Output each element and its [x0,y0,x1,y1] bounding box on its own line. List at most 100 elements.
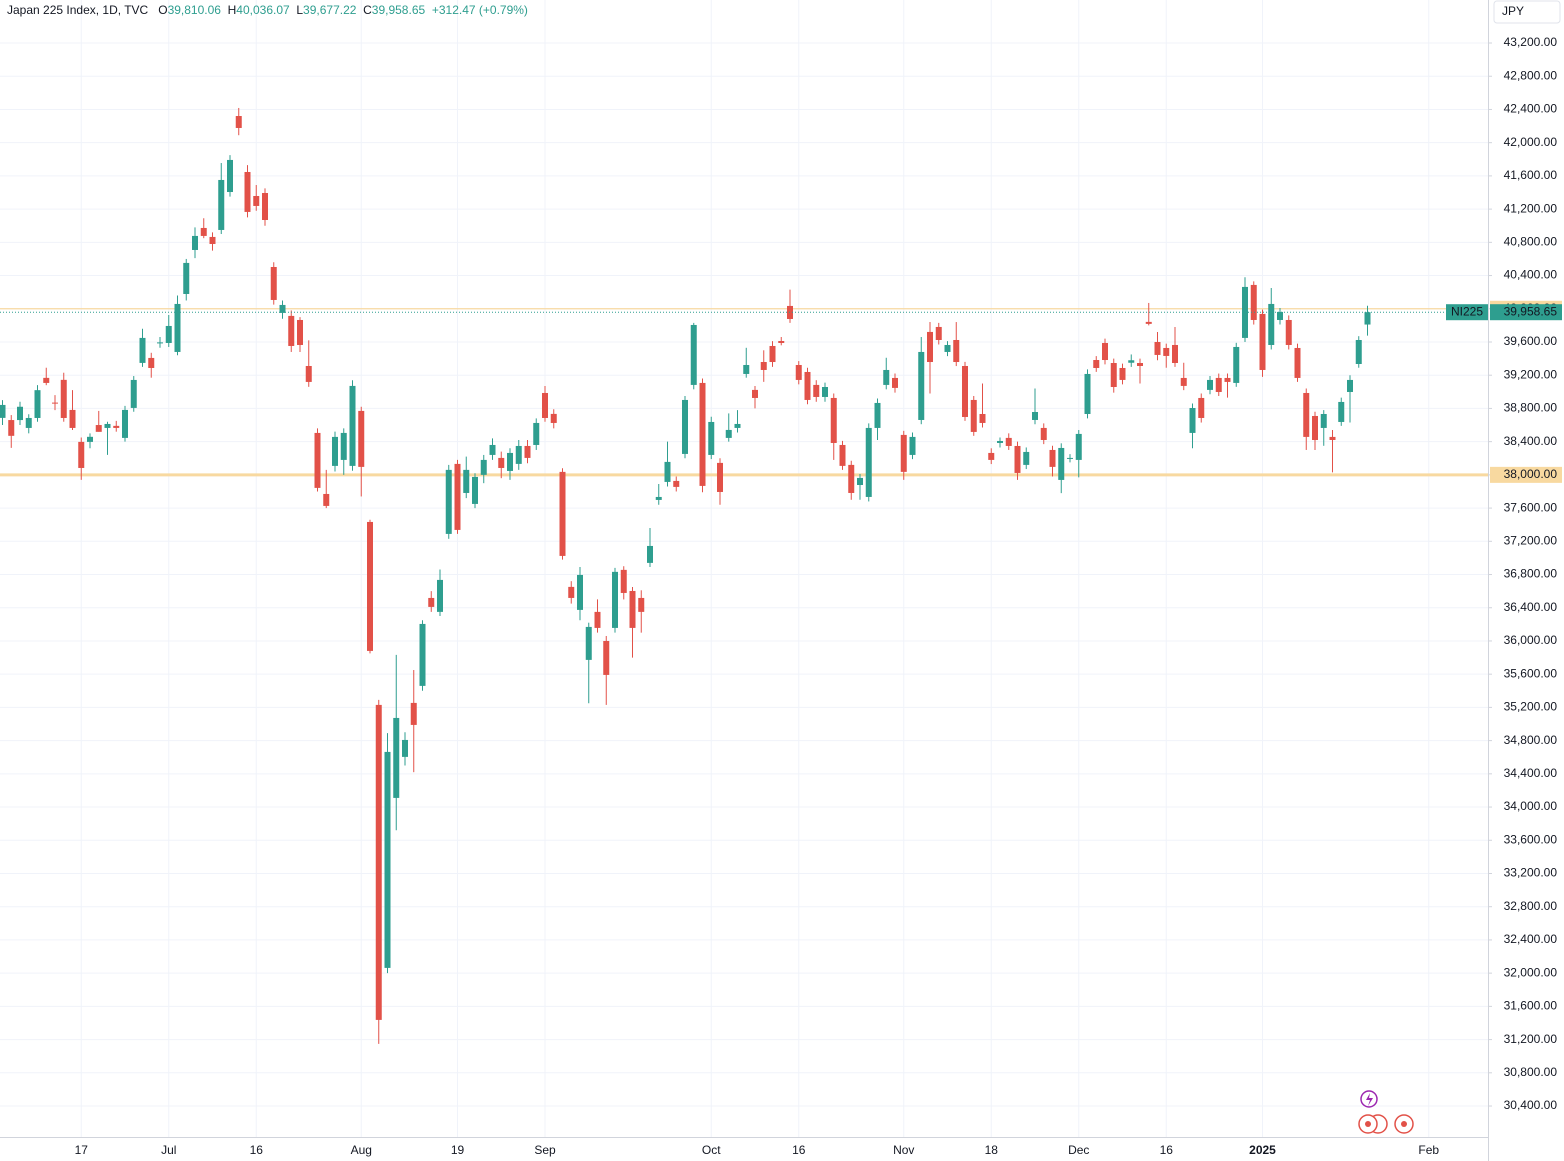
candle-body [752,389,758,398]
candle-body [34,390,41,418]
candle-body [725,429,732,438]
candle-body [1058,447,1065,480]
candle-body [927,331,933,363]
y-tick-label: 30,800.00 [1504,1065,1558,1079]
candle-body [1250,284,1257,320]
o-value: 39,810.06 [167,3,221,17]
x-tick-label: Aug [351,1143,372,1157]
candle-body [813,384,820,397]
price-tag-label: 39,958.65 [1504,304,1558,318]
candle-body [367,521,373,651]
y-tick-label: 34,000.00 [1504,799,1558,813]
candle-body [1102,342,1108,361]
x-tick-label: 16 [792,1143,806,1157]
candle-body [822,387,828,397]
candle-body [279,304,286,313]
x-tick-label: 16 [1160,1143,1174,1157]
candle-body [690,324,697,385]
candle-body [892,377,898,388]
candle-body [1207,379,1213,390]
candle-body [1303,392,1310,437]
candle-body [1075,433,1082,460]
candle-body [1233,346,1240,383]
candle-body [533,422,540,445]
y-tick-label: 35,600.00 [1504,666,1558,680]
candle-body [1119,367,1126,380]
candle-body [874,402,881,428]
candle-body [603,640,610,675]
o-key: O [158,3,168,17]
candle-body [174,303,181,352]
candle-body [1312,415,1318,440]
bottom-icons [1358,1090,1414,1134]
candle-body [550,413,557,423]
candle-body [988,452,995,460]
candle-body [1067,457,1073,459]
candle-body [1329,436,1336,440]
candle-body [717,462,723,492]
y-tick-label: 32,000.00 [1504,965,1558,979]
candle-body [218,179,225,230]
candle-body [1294,347,1301,378]
y-tick-label: 39,600.00 [1504,334,1558,348]
price-tag [1490,304,1562,321]
candle-body [139,337,146,363]
candle-body [1110,362,1117,388]
candle-body [104,423,111,428]
candle-body [1137,362,1143,366]
candle-body [1364,312,1371,325]
candle-body [332,436,338,466]
y-tick-label: 38,800.00 [1504,401,1558,415]
candle-body [1215,377,1222,392]
l-key: L [296,3,304,17]
candle-body [1023,451,1030,465]
candle-body [200,227,207,236]
price-axis-bg [1488,0,1564,1161]
candle-body [830,397,837,443]
y-tick-label: 37,200.00 [1504,533,1558,547]
currency-box[interactable] [1493,0,1561,24]
candle-body [60,379,67,418]
candle-body [865,427,872,497]
y-tick-label: 42,000.00 [1504,135,1558,149]
change: +312.47 (+0.79%) [431,3,528,17]
candle-body [1277,311,1283,320]
candle-body [699,382,706,486]
candle-body [95,425,102,432]
candle-body [122,409,128,438]
candle-body [629,590,636,628]
candle-body [594,611,601,628]
x-tick-label: Jul [161,1143,176,1157]
candle-body [769,345,776,363]
y-tick-label: 40,400.00 [1504,268,1558,282]
candle-body [428,597,435,607]
candle-body [734,423,741,428]
candle-body [1049,449,1056,467]
candle-body [1005,437,1012,446]
candle-body [743,364,750,374]
candle-body [402,739,408,757]
candle-body [17,406,23,421]
candle-body [340,432,347,460]
candle-body [43,377,50,383]
candle-body [262,193,268,220]
candle-body [297,319,303,345]
candle-body [997,440,1003,443]
candle-body [909,436,916,455]
y-tick-label: 37,600.00 [1504,500,1558,514]
candle-body [647,545,653,563]
candle-body [0,404,6,418]
candle-body [375,704,382,1020]
y-tick-label: 31,200.00 [1504,1032,1558,1046]
candle-body [682,399,688,454]
candle-body [953,339,960,363]
candle-body [795,364,802,380]
y-tick-label: 32,800.00 [1504,899,1558,913]
candle-body [1145,321,1152,324]
h-key: H [227,3,237,17]
candle-body [1355,339,1362,364]
candle-body [883,369,890,385]
candle-body [1259,313,1266,370]
c-key: C [363,3,372,17]
